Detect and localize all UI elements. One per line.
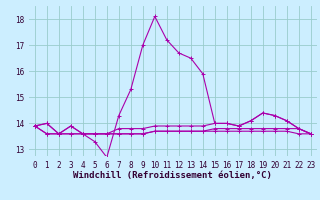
X-axis label: Windchill (Refroidissement éolien,°C): Windchill (Refroidissement éolien,°C) <box>73 171 272 180</box>
